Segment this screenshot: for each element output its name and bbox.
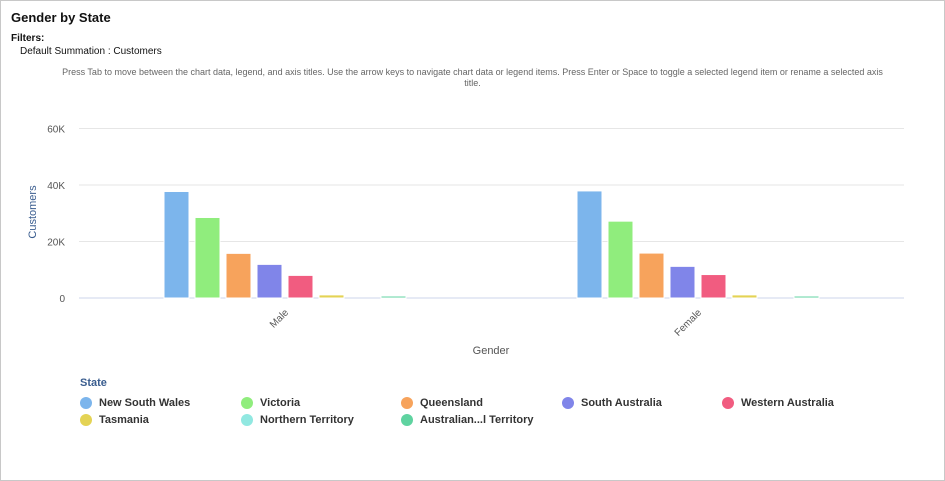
legend-label: Queensland	[420, 397, 483, 409]
legend-label: Tasmania	[99, 414, 149, 426]
legend-label: South Australia	[581, 397, 662, 409]
legend-marker-icon	[401, 397, 413, 409]
legend-item[interactable]: Western Australia	[722, 397, 834, 409]
legend-marker-icon	[722, 397, 734, 409]
y-tick-label: 0	[59, 294, 65, 305]
legend-label: New South Wales	[99, 397, 191, 409]
bar-male-4[interactable]	[287, 274, 314, 299]
bar-male-1[interactable]	[194, 216, 221, 299]
y-tick-label: 40K	[47, 181, 65, 192]
legend-marker-icon	[241, 397, 253, 409]
legend-label: Victoria	[260, 397, 301, 409]
legend-marker-icon	[241, 414, 253, 426]
y-axis-title[interactable]: Customers	[27, 185, 39, 239]
legend-marker-icon	[80, 414, 92, 426]
legend-title: State	[80, 377, 107, 389]
legend-item[interactable]: Northern Territory	[241, 414, 354, 426]
bar-female-2[interactable]	[638, 252, 665, 299]
legend-item[interactable]: Victoria	[241, 397, 300, 409]
legend-item[interactable]: Australian...l Territory	[401, 414, 534, 426]
bar-female-1[interactable]	[607, 220, 634, 299]
bar-female-4[interactable]	[700, 274, 727, 299]
bar-male-0[interactable]	[163, 190, 190, 299]
legend-marker-icon	[401, 414, 413, 426]
filter-value: : Customers	[107, 46, 162, 57]
legend-item[interactable]: Tasmania	[80, 414, 149, 426]
filters-label: Filters:	[11, 33, 45, 44]
x-tick-label: Male	[268, 307, 291, 330]
bar-female-7[interactable]	[793, 295, 820, 299]
filter-name: Default Summation	[20, 46, 106, 57]
legend-label: Northern Territory	[260, 414, 354, 426]
hint-line-1: Press Tab to move between the chart data…	[62, 67, 883, 77]
bar-male-5[interactable]	[318, 294, 345, 299]
legend-item[interactable]: South Australia	[562, 397, 662, 409]
legend-label: Western Australia	[741, 397, 834, 409]
y-tick-label: 60K	[47, 125, 65, 136]
bar-male-7[interactable]	[380, 295, 407, 299]
x-axis-title[interactable]: Gender	[473, 345, 510, 357]
legend-label: Australian...l Territory	[420, 414, 534, 426]
legend-item[interactable]: New South Wales	[80, 397, 190, 409]
page-title: Gender by State	[11, 10, 111, 25]
x-tick-label: Female	[673, 307, 705, 339]
keyboard-hint: Press Tab to move between the chart data…	[1, 67, 944, 89]
bar-male-2[interactable]	[225, 252, 252, 299]
bar-chart: 0 20K 40K 60K Male Female Customers Gender	[27, 125, 904, 357]
y-tick-label: 20K	[47, 238, 65, 249]
legend-marker-icon	[80, 397, 92, 409]
legend-item[interactable]: Queensland	[401, 397, 483, 409]
bar-female-5[interactable]	[731, 294, 758, 299]
bar-male-3[interactable]	[256, 263, 283, 299]
bar-female-3[interactable]	[669, 265, 696, 299]
filter-summation: Default Summation : Customers	[20, 46, 162, 57]
hint-line-2: title.	[464, 78, 481, 88]
legend-marker-icon	[562, 397, 574, 409]
bar-female-0[interactable]	[576, 190, 603, 299]
